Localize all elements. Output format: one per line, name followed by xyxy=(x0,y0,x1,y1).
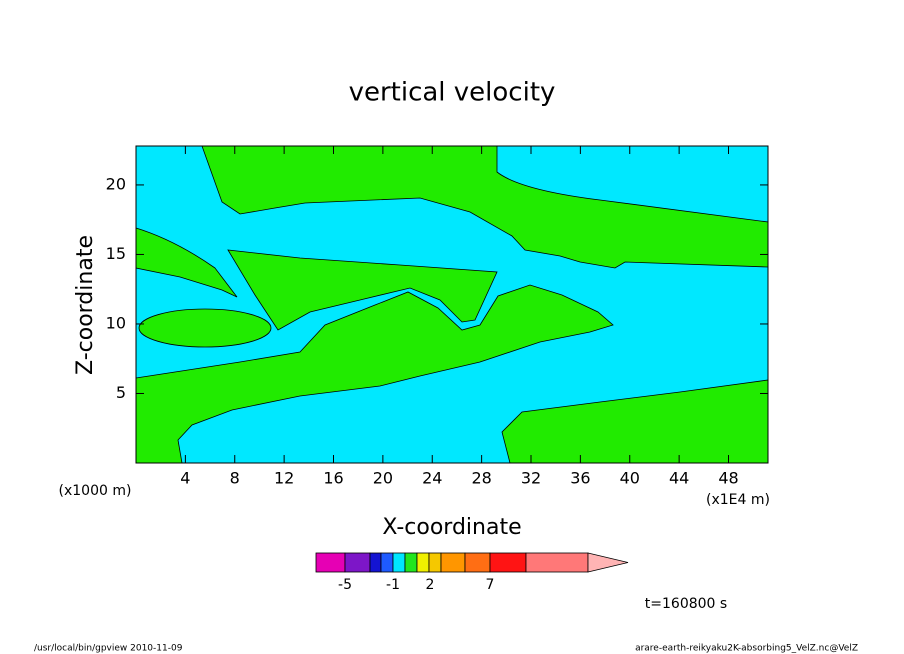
plot-area xyxy=(135,145,769,464)
contour-region xyxy=(135,284,614,464)
y-tick-label: 5 xyxy=(116,383,126,402)
x-axis-title: X-coordinate xyxy=(382,515,521,540)
colorbar-swatch xyxy=(344,552,371,573)
contour-region xyxy=(135,227,238,298)
colorbar-swatch xyxy=(440,552,466,573)
x-tick-label: 48 xyxy=(718,469,738,488)
colorbar: -5 -1 2 7 xyxy=(315,552,629,593)
y-tick-label: 10 xyxy=(106,313,126,332)
colorbar-swatch xyxy=(489,552,527,573)
colorbar-swatch xyxy=(525,552,589,573)
x-tick-label: 4 xyxy=(180,469,190,488)
footer-right: arare-earth-reikyaku2K-absorbing5_VelZ.n… xyxy=(635,644,858,654)
y-axis-title: Z-coordinate xyxy=(73,235,98,375)
x-tick-label: 24 xyxy=(422,469,442,488)
x-tick-label: 28 xyxy=(471,469,491,488)
contour-region xyxy=(227,249,498,331)
contour-region xyxy=(201,145,769,269)
colorbar-swatch xyxy=(404,552,418,573)
colorbar-swatch xyxy=(315,552,346,573)
y-unit: (x1000 m) xyxy=(59,483,132,499)
x-tick-label: 32 xyxy=(521,469,541,488)
time-annotation: t=160800 s xyxy=(645,596,727,612)
colorbar-swatch xyxy=(416,552,430,573)
x-tick-label: 40 xyxy=(620,469,640,488)
colorbar-swatch xyxy=(369,552,382,573)
x-tick-label: 44 xyxy=(669,469,689,488)
colorbar-swatch xyxy=(428,552,442,573)
contour-region xyxy=(138,308,272,348)
y-tick-label: 20 xyxy=(106,174,126,193)
footer-left: /usr/local/bin/gpview 2010-11-09 xyxy=(34,644,183,654)
x-unit: (x1E4 m) xyxy=(706,492,770,508)
colorbar-extension xyxy=(587,552,629,573)
x-tick-label: 12 xyxy=(274,469,294,488)
colorbar-swatch xyxy=(464,552,491,573)
x-tick-label: 36 xyxy=(570,469,590,488)
colorbar-swatch xyxy=(392,552,406,573)
y-tick-label: 15 xyxy=(106,244,126,263)
x-tick-label: 20 xyxy=(373,469,393,488)
colorbar-swatch xyxy=(380,552,394,573)
colorbar-label: 2 xyxy=(426,577,435,593)
x-tick-label: 8 xyxy=(230,469,240,488)
plot-frame xyxy=(135,145,769,464)
colorbar-label: 7 xyxy=(486,577,495,593)
colorbar-label: -1 xyxy=(386,577,400,593)
chart-title: vertical velocity xyxy=(349,78,556,108)
colorbar-label: -5 xyxy=(338,577,352,593)
x-tick-label: 16 xyxy=(323,469,343,488)
